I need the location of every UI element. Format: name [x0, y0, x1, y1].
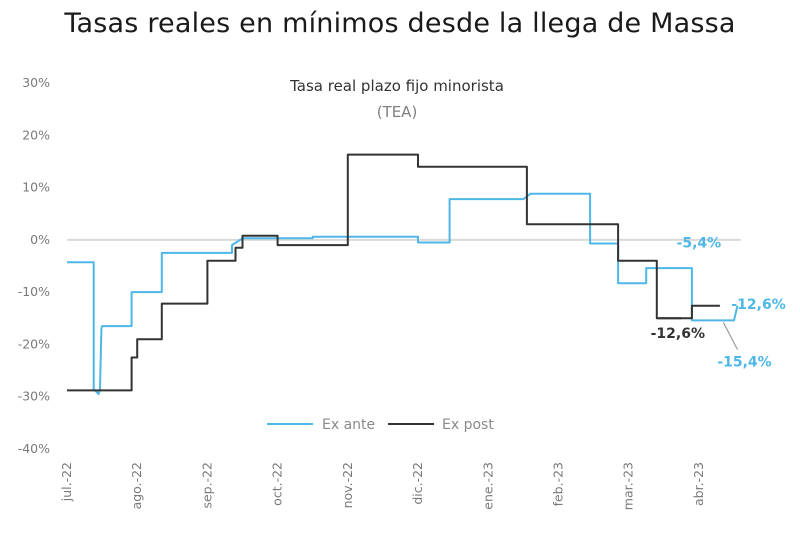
callout-leader-line: [722, 322, 739, 350]
legend-label-ex-post: Ex post: [442, 417, 494, 433]
y-tick-label: 20%: [22, 127, 50, 142]
y-tick-label: 0%: [30, 232, 50, 247]
series-line-ex-post: [67, 153, 682, 392]
plot-area: [67, 153, 741, 396]
series-line-ex-post-cont: [656, 304, 720, 320]
legend-label-ex-ante: Ex ante: [322, 417, 375, 433]
data-label: -12,6%: [731, 297, 785, 313]
data-label: -5,4%: [677, 236, 722, 252]
x-tick-label: abr.-23: [691, 462, 706, 506]
y-tick-label: 10%: [22, 180, 50, 195]
x-tick-label: jul.-22: [59, 462, 74, 502]
x-axis: jul.-22 ago.-22 sep.-22 oct.-22 nov.-22 dic.-…: [59, 462, 706, 510]
data-label: -15,4%: [717, 354, 771, 370]
x-tick-label: feb.-23: [550, 462, 565, 506]
y-tick-label: -40%: [18, 441, 50, 456]
y-axis: 30% 20% 10% 0% -10% -20% -30% -40%: [18, 75, 50, 456]
x-tick-label: nov.-22: [340, 462, 355, 508]
y-tick-label: -30%: [18, 389, 50, 404]
x-tick-label: sep.-22: [199, 462, 214, 509]
x-tick-label: mar.-23: [621, 462, 636, 510]
y-tick-label: 30%: [22, 75, 50, 90]
x-tick-label: ago.-22: [129, 462, 144, 509]
data-label: -12,6%: [651, 326, 705, 342]
chart-subtitle: (TEA): [377, 103, 418, 121]
x-tick-label: dic.-22: [410, 462, 425, 505]
annotations: -5,4% -12,6% -12,6% -15,4%: [651, 236, 786, 371]
legend: Ex ante Ex post: [267, 417, 494, 433]
x-tick-label: oct.-22: [270, 462, 285, 506]
chart-title: Tasa real plazo fijo minorista: [289, 77, 504, 95]
page-title: Tasas reales en mínimos desde la llega d…: [64, 8, 736, 39]
series-line-ex-ante: [67, 192, 739, 396]
y-tick-label: -20%: [18, 336, 50, 351]
x-tick-label: ene.-23: [480, 462, 495, 510]
y-tick-label: -10%: [18, 284, 50, 299]
